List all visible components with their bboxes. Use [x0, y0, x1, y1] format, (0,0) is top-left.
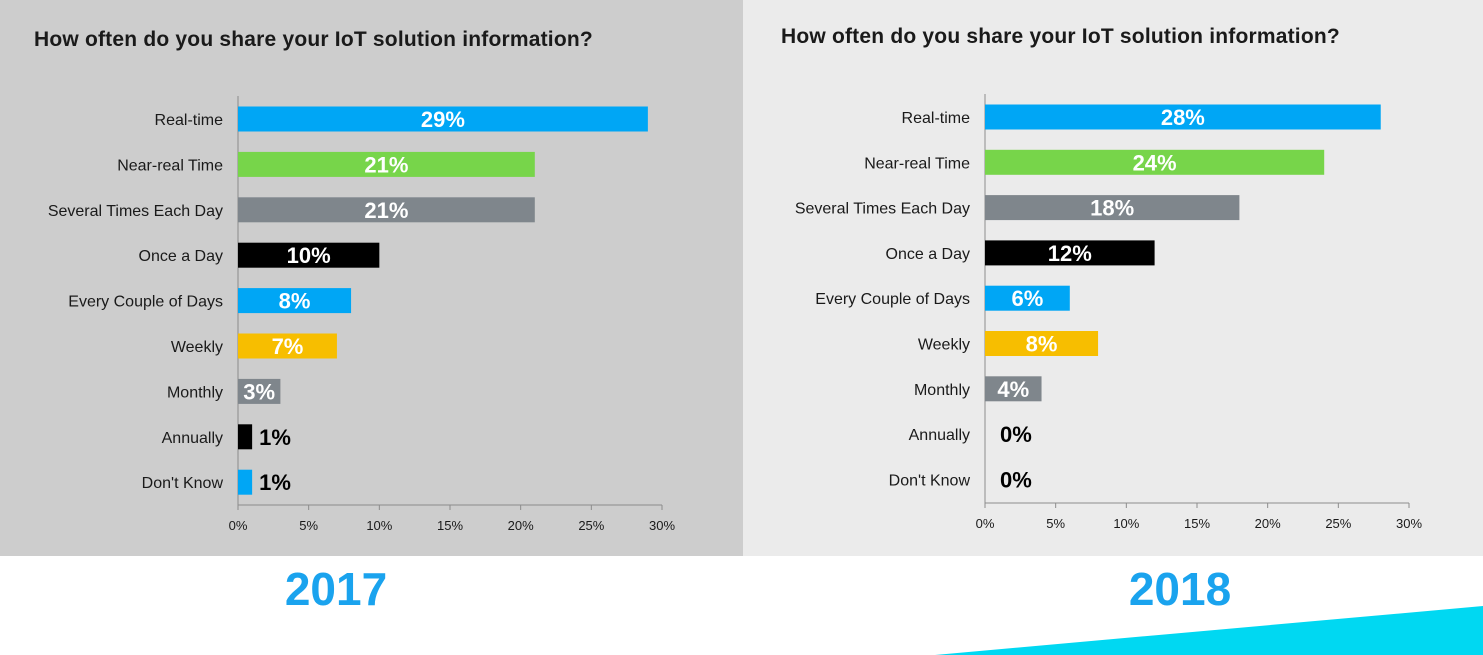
bar	[985, 195, 1240, 221]
data-label: 6%	[1012, 286, 1044, 311]
bar	[238, 333, 337, 359]
category-label: Every Couple of Days	[815, 291, 970, 308]
chart-title: How often do you share your IoT solution…	[34, 28, 593, 51]
category-label: Annually	[162, 430, 223, 447]
category-label: Once a Day	[139, 248, 223, 265]
x-tick-label: 30%	[1396, 516, 1422, 531]
bar	[238, 288, 352, 314]
chart-panel-2017: How often do you share your IoT solution…	[0, 0, 743, 556]
category-label: Several Times Each Day	[48, 203, 223, 220]
data-label: 24%	[1133, 150, 1177, 175]
category-label: Every Couple of Days	[68, 294, 223, 311]
category-label: Don't Know	[889, 472, 971, 489]
data-label: 8%	[1026, 332, 1058, 357]
chart-title: How often do you share your IoT solution…	[781, 25, 1340, 48]
category-label: Monthly	[914, 382, 970, 399]
bar-chart-2018: 0% 5% 10% 15% 20% 25% 30% Real-time 28% Near-real…	[795, 94, 1422, 531]
chart-panel-2018: How often do you share your IoT solution…	[743, 0, 1483, 556]
bar	[238, 106, 648, 132]
data-label: 3%	[243, 379, 275, 404]
bar	[985, 240, 1155, 266]
bar	[238, 197, 535, 223]
data-label: 1%	[259, 470, 291, 495]
bar	[238, 378, 281, 404]
data-label: 0%	[1000, 422, 1032, 447]
bar	[238, 424, 253, 450]
x-tick-label: 5%	[299, 518, 318, 533]
category-label: Once a Day	[886, 246, 970, 263]
data-label: 1%	[259, 425, 291, 450]
bar	[238, 469, 253, 495]
category-label: Near-real Time	[864, 155, 970, 172]
category-label: Don't Know	[142, 475, 224, 492]
x-tick-label: 20%	[1255, 516, 1281, 531]
data-label: 18%	[1090, 196, 1134, 221]
bar	[985, 149, 1325, 175]
x-tick-label: 5%	[1046, 516, 1065, 531]
data-label: 8%	[279, 289, 311, 314]
x-tick-label: 0%	[229, 518, 248, 533]
data-label: 28%	[1161, 105, 1205, 130]
bar-chart-2017: 0% 5% 10% 15% 20% 25% 30% Real-time 29% Near-real…	[48, 96, 675, 533]
year-caption-2017: 2017	[284, 563, 388, 615]
x-tick-label: 30%	[649, 518, 675, 533]
data-label: 7%	[272, 334, 304, 359]
data-label: 21%	[364, 198, 408, 223]
x-tick-label: 10%	[366, 518, 392, 533]
data-label: 29%	[421, 107, 465, 132]
year-caption-2018: 2018	[1128, 563, 1232, 615]
x-tick-label: 15%	[437, 518, 463, 533]
data-label: 12%	[1048, 241, 1092, 266]
bar	[985, 376, 1042, 402]
category-label: Weekly	[171, 339, 223, 356]
data-label: 21%	[364, 152, 408, 177]
category-label: Real-time	[155, 112, 224, 129]
x-tick-label: 15%	[1184, 516, 1210, 531]
x-tick-label: 20%	[508, 518, 534, 533]
data-label: 0%	[1000, 467, 1032, 492]
category-label: Annually	[909, 427, 970, 444]
data-label: 10%	[287, 243, 331, 268]
x-tick-label: 25%	[578, 518, 604, 533]
category-label: Monthly	[167, 384, 223, 401]
bar	[238, 151, 535, 177]
x-tick-label: 10%	[1113, 516, 1139, 531]
category-label: Several Times Each Day	[795, 201, 970, 218]
bar	[238, 242, 380, 268]
category-label: Weekly	[918, 337, 970, 354]
bar	[985, 285, 1070, 311]
bar	[985, 331, 1099, 356]
data-label: 4%	[997, 377, 1029, 402]
x-tick-label: 0%	[976, 516, 995, 531]
category-label: Real-time	[902, 110, 971, 127]
x-tick-label: 25%	[1325, 516, 1351, 531]
bar	[985, 104, 1381, 130]
category-label: Near-real Time	[117, 157, 223, 174]
